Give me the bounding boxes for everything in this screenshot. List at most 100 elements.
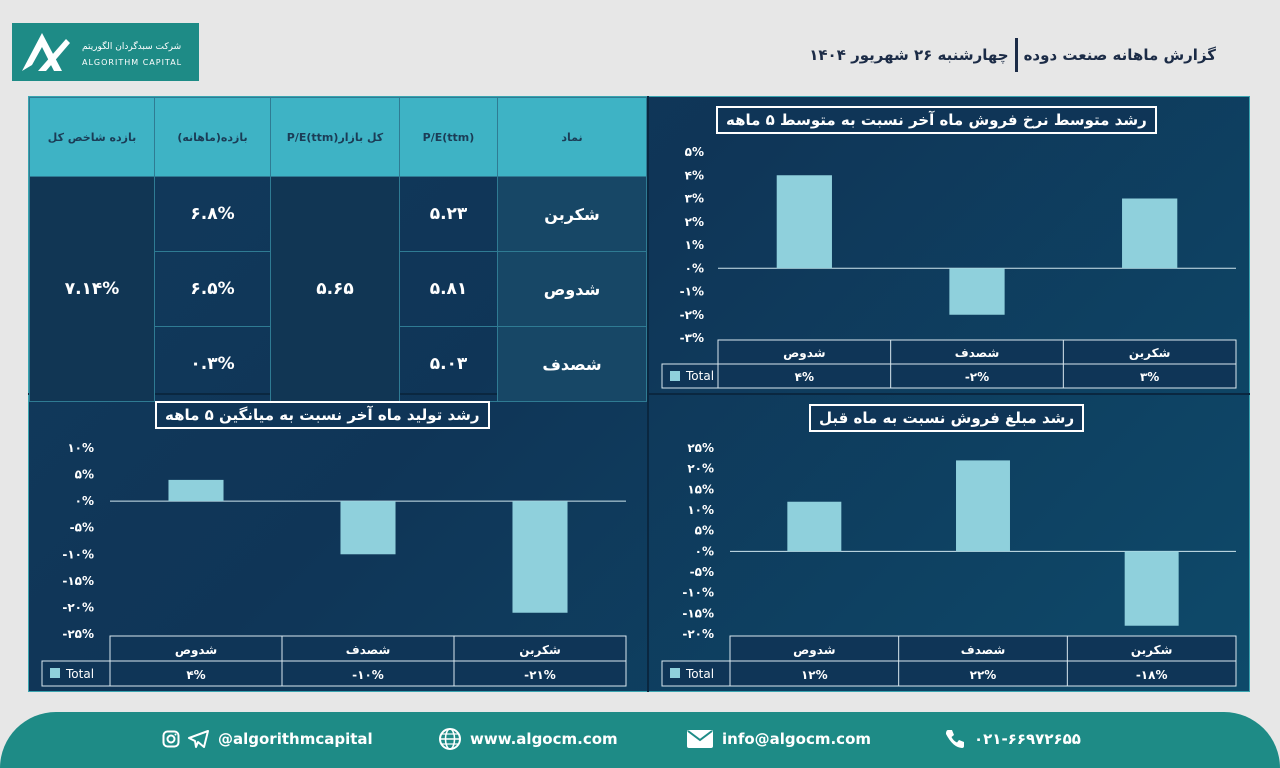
y-tick-label: -۱۰% <box>682 586 714 600</box>
data-label: -۱۸% <box>1136 668 1168 682</box>
y-tick-label: -۱۰% <box>62 547 94 561</box>
chart-bar <box>956 460 1010 552</box>
y-tick-label: ۳% <box>685 192 704 206</box>
chart-bar <box>340 501 396 555</box>
y-tick-label: ۱۵% <box>687 482 714 496</box>
category-label: شدوص <box>175 643 217 658</box>
return-cell: ۰.۳% <box>154 326 271 402</box>
legend-label: Total <box>685 667 714 681</box>
logo-name-en: ALGORITHM CAPITAL <box>82 58 183 67</box>
chart-title-sales-growth: رشد مبلغ فروش نسبت به ماه قبل <box>809 404 1085 432</box>
category-label: شدوص <box>783 346 825 361</box>
telegram-icon <box>188 730 209 748</box>
valuation-table: بازده شاخص کل بازده(ماهانه) P/E(ttm)کل ب… <box>29 97 647 402</box>
data-label: ۱۲% <box>801 668 828 682</box>
header-divider <box>1014 38 1018 72</box>
report-title: گزارش ماهانه صنعت دوده <box>1023 46 1216 64</box>
globe-icon <box>439 728 461 750</box>
category-label: شصدف <box>955 346 1000 360</box>
y-tick-label: ۲۵% <box>687 441 714 455</box>
y-tick-label: -۵% <box>70 521 94 535</box>
y-tick-label: ۰% <box>685 261 704 275</box>
y-tick-label: ۰% <box>695 544 714 558</box>
report-date: چهارشنبه ۲۶ شهریور ۱۴۰۴ <box>809 46 1009 64</box>
table-row: ۶.۵% ۵.۸۱ شدوص <box>30 251 647 327</box>
y-tick-label: -۲۰% <box>682 627 714 641</box>
chart-title-production-growth: رشد تولید ماه آخر نسبت به میانگین ۵ ماهه <box>155 401 490 429</box>
category-label: شدوص <box>793 643 835 658</box>
y-tick-label: -۱۵% <box>682 606 714 620</box>
y-tick-label: ۵% <box>685 145 704 159</box>
return-cell: ۶.۵% <box>154 251 271 327</box>
table-row: ۷.۱۴% ۶.۸% ۵.۶۵ ۵.۲۳ شکربن <box>29 176 647 402</box>
y-tick-label: ۵% <box>75 468 94 482</box>
y-tick-label: ۱۰% <box>67 441 94 455</box>
y-tick-label: ۵% <box>695 524 714 538</box>
symbol-cell: شصدف <box>497 326 647 402</box>
company-logo: شرکت سبدگردان الگوریتم ALGORITHM CAPITAL <box>12 23 199 81</box>
chart-bar <box>949 268 1005 315</box>
legend-swatch <box>670 668 680 678</box>
category-label: شکربن <box>519 643 561 657</box>
table-header-row: بازده شاخص کل بازده(ماهانه) P/E(ttm)کل ب… <box>29 97 647 177</box>
symbol-cell: شدوص <box>497 251 647 327</box>
y-tick-label: ۲۰% <box>687 462 714 476</box>
y-tick-label: -۵% <box>690 565 714 579</box>
category-label: شصدف <box>961 643 1006 657</box>
legend-label: Total <box>65 667 94 681</box>
chart-bar <box>787 501 842 552</box>
pe-cell: ۵.۰۳ <box>399 326 498 402</box>
email-text: info@algocm.com <box>722 730 872 748</box>
social-handle: @algorithmcapital <box>218 730 373 748</box>
chart-bar <box>1124 551 1179 626</box>
data-label: -۱۰% <box>352 668 384 682</box>
email-link[interactable]: info@algocm.com <box>686 724 871 754</box>
chart-bar <box>776 175 832 269</box>
y-tick-label: -۲۵% <box>62 627 94 641</box>
header-index-return: بازده شاخص کل <box>29 97 155 177</box>
y-tick-label: ۱۰% <box>687 503 714 517</box>
index-return-cell: ۷.۱۴% <box>29 176 155 402</box>
chart-sales-growth: ۲۵% ۲۰% ۱۵% ۱۰% ۵% ۰% -۵% -۱۰% -۱۵% -۲۰% شدوص ۱۲% شص… <box>661 441 1237 687</box>
header-symbol: نماد <box>497 97 647 177</box>
logo-name-fa: شرکت سبدگردان الگوریتم <box>82 42 182 52</box>
phone-link[interactable]: ۰۲۱-۶۶۹۷۲۶۵۵ <box>944 724 1081 754</box>
market-pe-cell: ۵.۶۵ <box>270 176 400 402</box>
chart-price-growth: ۵% ۴% ۳% ۲% ۱% ۰% -۱% -۲% -۳% شدوص ۴% شصدف -۲% شکربن ۳… <box>661 145 1237 389</box>
email-icon <box>687 730 713 748</box>
data-label: ۲۲% <box>970 668 997 682</box>
data-label: ۴% <box>186 668 205 682</box>
website-link[interactable]: www.algocm.com <box>438 724 618 754</box>
category-label: شکربن <box>1131 643 1173 657</box>
data-label: ۴% <box>795 370 814 384</box>
category-label: شصدف <box>346 643 391 657</box>
y-tick-label: ۱% <box>685 238 704 252</box>
table-row: ۰.۳% ۵.۰۳ شصدف <box>30 326 647 402</box>
return-cell: ۶.۸% <box>154 176 271 252</box>
data-label: -۲% <box>965 370 989 384</box>
phone-icon <box>946 730 964 748</box>
y-tick-label: -۱% <box>680 285 704 299</box>
website-text: www.algocm.com <box>470 730 618 748</box>
instagram-icon <box>162 730 180 748</box>
y-tick-label: ۰% <box>75 494 94 508</box>
footer-bar: @algorithmcapital www.algocm.com info@al… <box>0 712 1280 768</box>
symbol-cell: شکربن <box>497 176 647 252</box>
y-tick-label: -۲% <box>680 308 704 322</box>
data-label: ۳% <box>1140 370 1159 384</box>
legend-swatch <box>670 371 680 381</box>
pe-cell: ۵.۸۱ <box>399 251 498 327</box>
y-tick-label: -۲۰% <box>62 600 94 614</box>
chart-production-growth: ۱۰% ۵% ۰% -۵% -۱۰% -۱۵% -۲۰% -۲۵% شدوص ۴% شصدف -۱۰%… <box>41 441 627 687</box>
social-link[interactable]: @algorithmcapital <box>162 724 373 754</box>
logo-icon <box>22 33 70 71</box>
category-label: شکربن <box>1129 346 1171 360</box>
chart-bar <box>512 501 568 613</box>
y-tick-label: -۱۵% <box>62 574 94 588</box>
legend-label: Total <box>685 369 714 383</box>
y-tick-label: ۴% <box>685 168 704 182</box>
y-tick-label: ۲% <box>685 215 704 229</box>
header-monthly-return: بازده(ماهانه) <box>154 97 271 177</box>
report-header: گزارش ماهانه صنعت دوده چهارشنبه ۲۶ شهریو… <box>809 38 1216 72</box>
chart-bar <box>1122 198 1178 269</box>
